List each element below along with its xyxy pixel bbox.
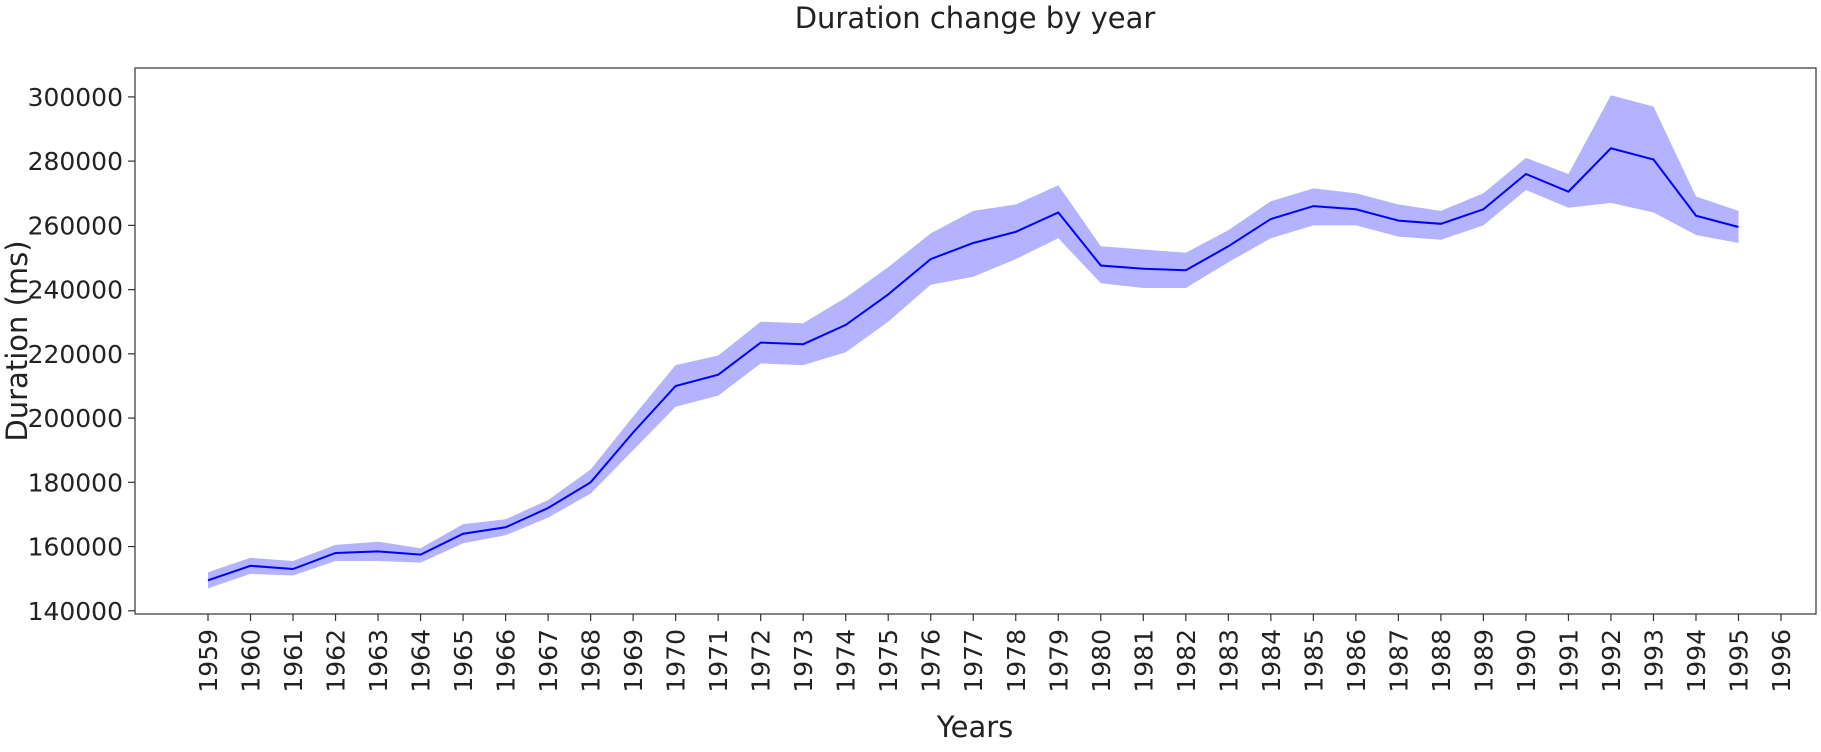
chart-title: Duration change by year <box>795 1 1156 35</box>
x-tick-label-1993: 1993 <box>1640 629 1669 693</box>
x-axis-label: Years <box>936 710 1014 744</box>
x-tick-label-1963: 1963 <box>364 629 393 693</box>
y-tick-label-200000: 200000 <box>28 404 123 433</box>
x-tick-label-1971: 1971 <box>704 629 733 693</box>
x-tick-label-1979: 1979 <box>1044 629 1073 693</box>
y-tick-label-220000: 220000 <box>28 340 123 369</box>
confidence-band <box>208 95 1739 589</box>
x-tick-label-1974: 1974 <box>832 629 861 693</box>
x-tick-label-1964: 1964 <box>407 629 436 693</box>
x-tick-label-1986: 1986 <box>1342 629 1371 693</box>
x-tick-label-1990: 1990 <box>1512 629 1541 693</box>
x-tick-label-1992: 1992 <box>1597 629 1626 693</box>
x-axis: 1959 1960 1961 1962 1963 1964 1965 1966 1967 1968… <box>194 614 1796 693</box>
x-tick-label-1969: 1969 <box>619 629 648 693</box>
x-tick-label-1960: 1960 <box>237 629 266 693</box>
plot-area <box>207 95 1739 589</box>
x-tick-label-1977: 1977 <box>959 629 988 693</box>
x-tick-label-1988: 1988 <box>1427 629 1456 693</box>
x-tick-label-1980: 1980 <box>1087 629 1116 693</box>
x-tick-label-1996: 1996 <box>1767 629 1796 693</box>
x-tick-label-1985: 1985 <box>1299 629 1328 693</box>
x-tick-label-1978: 1978 <box>1002 629 1031 693</box>
x-tick-label-1982: 1982 <box>1172 629 1201 693</box>
y-tick-label-180000: 180000 <box>28 468 123 497</box>
x-tick-label-1976: 1976 <box>917 629 946 693</box>
x-tick-label-1994: 1994 <box>1682 629 1711 693</box>
x-tick-label-1984: 1984 <box>1257 629 1286 693</box>
x-tick-label-1970: 1970 <box>662 629 691 693</box>
x-tick-label-1967: 1967 <box>534 629 563 693</box>
x-tick-label-1966: 1966 <box>492 629 521 693</box>
x-tick-label-1961: 1961 <box>279 629 308 693</box>
y-axis-label: Duration (ms) <box>0 240 34 441</box>
y-tick-label-300000: 300000 <box>28 83 123 112</box>
plot-frame <box>134 67 1817 615</box>
x-tick-label-1991: 1991 <box>1554 629 1583 693</box>
y-axis: 140000 160000 180000 200000 220000 240000 2600… <box>28 83 135 626</box>
x-tick-label-1981: 1981 <box>1129 629 1158 693</box>
x-tick-label-1995: 1995 <box>1725 629 1754 693</box>
x-tick-label-1965: 1965 <box>449 629 478 693</box>
x-tick-label-1962: 1962 <box>322 629 351 693</box>
mean-duration-line <box>207 147 1739 582</box>
y-tick-label-160000: 160000 <box>28 533 123 562</box>
x-tick-label-1983: 1983 <box>1214 629 1243 693</box>
y-tick-label-240000: 240000 <box>28 276 123 305</box>
y-tick-label-140000: 140000 <box>28 597 123 626</box>
y-tick-label-280000: 280000 <box>28 147 123 176</box>
x-tick-label-1987: 1987 <box>1384 629 1413 693</box>
x-tick-label-1972: 1972 <box>747 629 776 693</box>
x-tick-label-1973: 1973 <box>789 629 818 693</box>
x-tick-label-1975: 1975 <box>874 629 903 693</box>
y-tick-label-260000: 260000 <box>28 211 123 240</box>
x-tick-label-1959: 1959 <box>194 629 223 693</box>
x-tick-label-1989: 1989 <box>1469 629 1498 693</box>
x-tick-label-1968: 1968 <box>577 629 606 693</box>
